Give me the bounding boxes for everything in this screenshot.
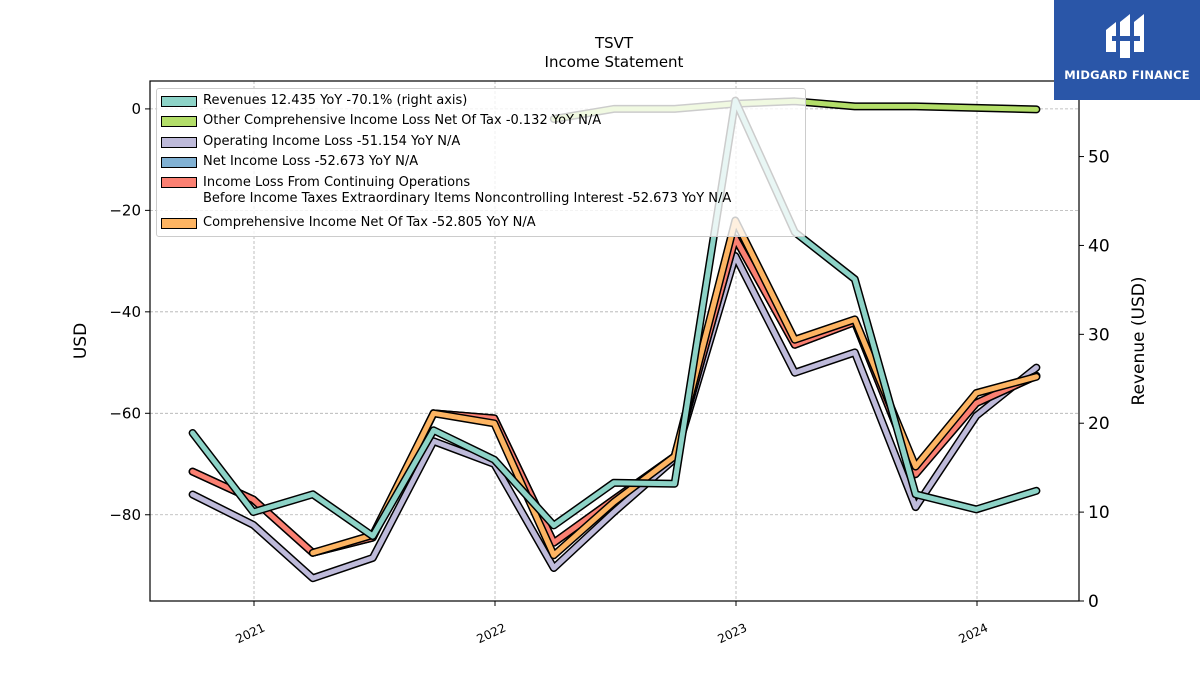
series-line-outline bbox=[308, 216, 1041, 560]
series-line bbox=[188, 96, 1041, 541]
chart-subtitle: Income Statement bbox=[545, 53, 684, 71]
plot-frame bbox=[149, 80, 1080, 602]
y-right-tick-label: 0 bbox=[1088, 592, 1099, 612]
y-tick-label: 0 bbox=[131, 100, 141, 118]
y-tick-label: −20 bbox=[109, 201, 141, 219]
legend-swatch bbox=[161, 96, 197, 107]
series-lines bbox=[188, 96, 1041, 583]
legend-swatch bbox=[161, 177, 197, 188]
y-tick-label: −80 bbox=[109, 506, 141, 524]
x-tick-label: 2022 bbox=[475, 621, 509, 647]
legend-swatch bbox=[161, 157, 197, 168]
brand-logo: MIDGARD FINANCE bbox=[1054, 0, 1200, 100]
legend-label: Net Income Loss -52.673 YoY N/A bbox=[203, 154, 419, 169]
y-right-tick-label: 40 bbox=[1088, 236, 1110, 256]
legend-swatch bbox=[161, 116, 197, 127]
y-axis-label: USD bbox=[71, 323, 91, 359]
legend-swatch bbox=[161, 137, 197, 148]
y-right-tick-label: 10 bbox=[1088, 503, 1110, 523]
x-tick-label: 2023 bbox=[716, 621, 750, 647]
y-tick-label: −40 bbox=[109, 303, 141, 321]
legend-label: Comprehensive Income Net Of Tax -52.805 … bbox=[203, 215, 536, 230]
y-right-tick-label: 20 bbox=[1088, 414, 1110, 434]
x-tick-label: 2021 bbox=[234, 621, 268, 647]
logo-text: MIDGARD FINANCE bbox=[1064, 68, 1190, 82]
x-tick-label: 2024 bbox=[957, 621, 991, 647]
legend-label: Income Loss From Continuing Operations Be… bbox=[203, 175, 732, 206]
series-line-outline bbox=[188, 252, 1041, 583]
series-line-stroke bbox=[190, 98, 1039, 539]
legend-label: Other Comprehensive Income Loss Net Of T… bbox=[203, 113, 602, 128]
chart-title: TSVT bbox=[594, 34, 634, 52]
legend-swatch bbox=[161, 218, 197, 229]
legend: Revenues 12.435 YoY -70.1% (right axis) O… bbox=[156, 88, 806, 237]
y-axis-right-label: Revenue (USD) bbox=[1129, 276, 1149, 405]
y-tick-label: −60 bbox=[109, 404, 141, 422]
series-line bbox=[308, 216, 1041, 560]
legend-label: Operating Income Loss -51.154 YoY N/A bbox=[203, 134, 461, 149]
series-line-stroke bbox=[310, 218, 1039, 558]
logo-mark-icon bbox=[1106, 14, 1144, 58]
series-line bbox=[188, 252, 1041, 583]
series-line-stroke bbox=[190, 253, 1039, 581]
y-right-tick-label: 50 bbox=[1088, 148, 1110, 168]
legend-label: Revenues 12.435 YoY -70.1% (right axis) bbox=[203, 93, 468, 108]
y-right-tick-label: 30 bbox=[1088, 325, 1110, 345]
